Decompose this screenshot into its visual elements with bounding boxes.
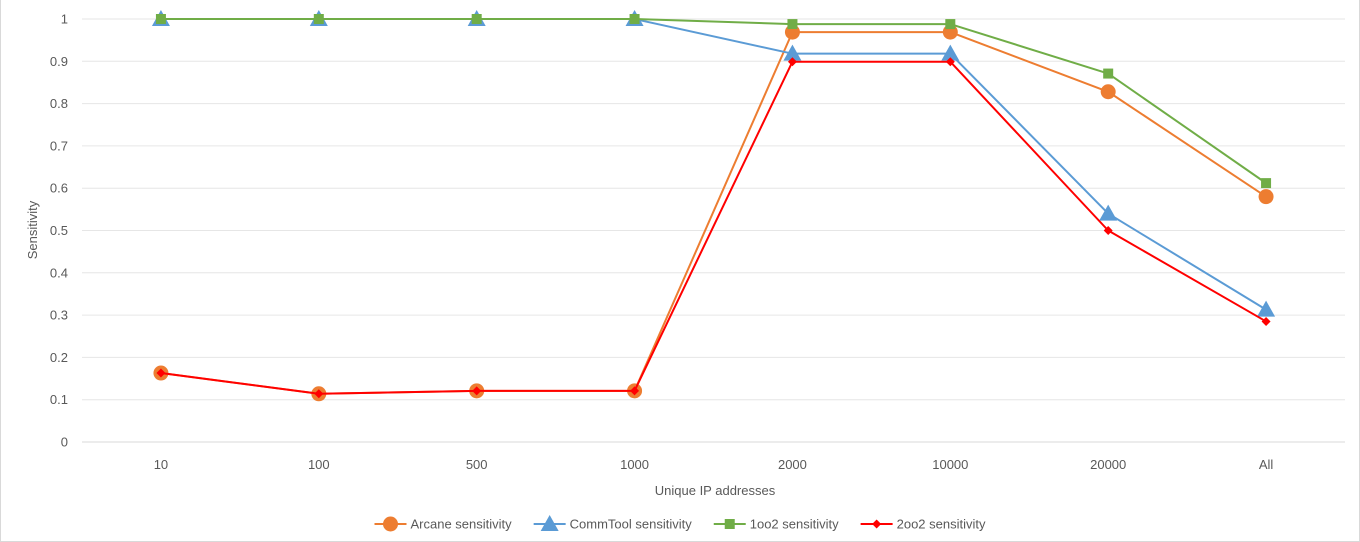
y-tick-label: 1	[61, 12, 68, 27]
data-point	[1258, 189, 1274, 205]
data-point	[471, 14, 482, 24]
data-point	[787, 57, 797, 67]
y-tick-label: 0.3	[50, 308, 68, 323]
legend-item: CommTool sensitivity	[533, 515, 693, 532]
x-axis-title: Unique IP addresses	[655, 483, 776, 498]
series-line	[160, 18, 1267, 184]
series-2oo2-sensitivity	[156, 57, 1271, 399]
x-tick-label: 100	[308, 457, 330, 472]
legend-swatch-marker	[872, 519, 882, 529]
x-tick-label: 10	[154, 457, 168, 472]
data-point	[945, 19, 956, 30]
legend-label: 2oo2 sensitivity	[897, 517, 986, 532]
legend-swatch-marker	[724, 519, 735, 529]
legend-swatch-marker	[383, 516, 399, 532]
data-point	[787, 19, 798, 30]
data-point	[156, 368, 166, 378]
data-point	[629, 14, 640, 24]
legend-item: 2oo2 sensitivity	[860, 517, 986, 532]
data-point	[1099, 204, 1118, 221]
legend-label: 1oo2 sensitivity	[750, 517, 839, 532]
gridlines	[82, 18, 1345, 443]
data-point	[1100, 84, 1116, 100]
legend: Arcane sensitivity CommTool sensitivity 1o…	[374, 515, 986, 532]
y-axis-ticks: 0 0.1 0.2 0.3 0.4 0.5 0.6 0.7 0.8 0.9 1	[50, 12, 68, 450]
data-point	[1257, 300, 1276, 317]
data-point	[472, 386, 482, 396]
series-lines	[151, 10, 1276, 402]
data-point	[783, 44, 802, 61]
y-tick-label: 0.8	[50, 96, 68, 111]
x-tick-label: 20000	[1090, 457, 1126, 472]
legend-label: CommTool sensitivity	[570, 517, 693, 532]
data-point	[941, 44, 960, 61]
y-axis-title: Sensitivity	[25, 200, 40, 259]
data-point	[1103, 68, 1114, 79]
y-tick-label: 0.9	[50, 54, 68, 69]
legend-swatch-marker	[540, 515, 559, 531]
legend-item: 1oo2 sensitivity	[713, 517, 839, 532]
data-point	[945, 57, 955, 67]
y-tick-label: 0	[61, 435, 68, 450]
legend-item: Arcane sensitivity	[374, 516, 513, 532]
x-tick-label: 2000	[778, 457, 807, 472]
y-tick-label: 0.4	[50, 265, 68, 280]
series-line	[160, 60, 1267, 395]
y-tick-label: 0.1	[50, 392, 68, 407]
data-point	[155, 14, 166, 24]
x-tick-label: All	[1259, 457, 1274, 472]
data-point	[1261, 178, 1272, 189]
x-axis-ticks: 10 100 500 1000 2000 10000 20000 All	[154, 457, 1274, 472]
data-point	[1261, 316, 1271, 326]
data-point	[1103, 226, 1113, 235]
series-1oo2-sensitivity	[155, 14, 1272, 189]
series-line	[160, 18, 1267, 311]
series-line	[160, 31, 1267, 395]
x-tick-label: 1000	[620, 457, 649, 472]
data-point	[630, 386, 640, 396]
y-tick-label: 0.2	[50, 350, 68, 365]
y-tick-label: 0.7	[50, 138, 68, 153]
data-point	[313, 14, 324, 24]
series-commtool-sensitivity	[151, 10, 1276, 317]
data-point	[314, 389, 324, 399]
legend-label: Arcane sensitivity	[411, 517, 513, 532]
x-tick-label: 500	[466, 457, 488, 472]
y-tick-label: 0.6	[50, 181, 68, 196]
y-tick-label: 0.5	[50, 223, 68, 238]
x-tick-label: 10000	[932, 457, 968, 472]
